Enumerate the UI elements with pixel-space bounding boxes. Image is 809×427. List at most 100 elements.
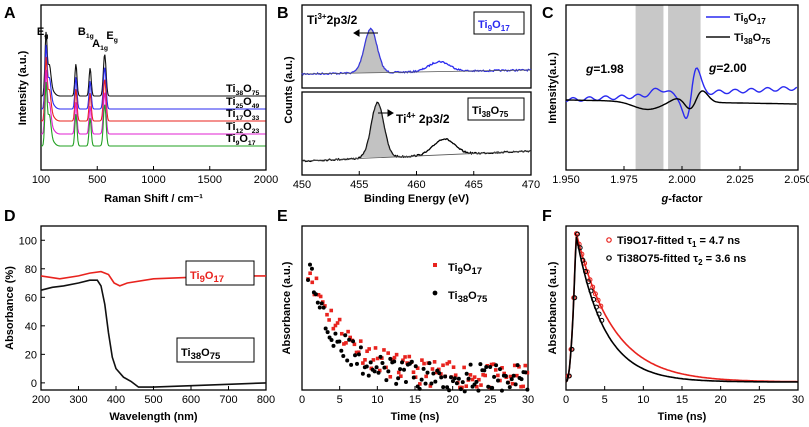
formula-element: O [205,270,214,282]
panel-b-top-legend: Ti9O17 [478,19,510,33]
panel-e-point-Ti38O75 [382,365,387,370]
panel-e-point-Ti9O17 [396,370,401,375]
annotation-part: 4+ [406,111,415,120]
panel-d-frame [40,225,267,391]
formula-subscript: 9 [488,24,493,33]
panel-e-point-Ti38O75 [421,366,426,371]
panel-e-point-Ti38O75 [482,368,487,373]
formula-subscript: 9 [744,17,749,26]
panel-b-x-tick-label: 460 [407,179,425,191]
panel-e-point-Ti9O17 [477,377,481,382]
panel-a-xlabel: Raman Shift / cm⁻¹ [104,193,203,205]
panel-e-point-Ti38O75 [443,374,448,379]
panel-e-point-Ti38O75 [306,277,311,282]
panel-f-point-Ti38O75 [588,288,594,294]
panel-e-point-Ti38O75 [478,362,483,367]
panel-e-point-Ti9O17 [377,368,382,373]
panel-b-bottom-annotation: Ti4+ 2p3/2 [396,111,450,126]
formula-subscript: 75 [210,351,221,362]
panel-e-point-Ti38O75 [349,362,354,367]
panel-e-point-Ti38O75 [486,384,491,389]
legend-part: 2 [698,258,703,267]
panel-e-point-Ti38O75 [400,360,405,365]
panel-e-point-Ti9O17 [447,360,452,364]
panel-e-point-Ti38O75 [497,367,502,372]
panel-e-point-Ti9O17 [356,350,361,355]
panel-c-x-tick-label: 1.975 [610,174,638,186]
panel-e-point-Ti9O17 [363,358,367,362]
panel-f-x-tick-label: 5 [602,394,608,406]
panel-f-point-Ti38O75 [566,373,572,379]
panel-e-point-Ti9O17 [373,346,378,350]
panel-b-bottom-peak-area [354,102,400,159]
panel-d-x-tick-label: 700 [219,394,237,406]
panel-e-point-Ti38O75 [445,385,450,390]
panel-e-point-Ti9O17 [401,358,405,363]
panel-e-point-Ti9O17 [493,368,498,372]
panel-e-point-Ti38O75 [488,365,493,370]
legend-part: τ [684,235,692,247]
formula-subscript: 75 [761,37,771,46]
formula-subscript: 1g [100,45,108,52]
panel-a-series-Ti12O23 [41,69,266,135]
panel-e-point-Ti38O75 [402,367,407,372]
formula-subscript: 17 [236,115,244,122]
panel-b-x-tick-label: 455 [350,179,368,191]
panel-e-point-Ti38O75 [515,363,520,368]
panel-e-x-tick-label: 15 [409,394,421,406]
panel-e-point-Ti9O17 [329,308,334,313]
panel-e-x-tick-label: 10 [371,394,383,406]
formula-element: Ti [734,32,744,44]
panel-f-xlabel: Time (ns) [658,411,707,423]
formula-element: Ti [181,347,191,359]
panel-f-point-Ti9O17 [592,291,598,297]
panel-e-point-Ti38O75 [439,375,444,380]
formula-element: O [492,19,501,31]
annotation-value: =1.98 [593,62,624,76]
formula-element: Ti [448,262,458,274]
panel-c-x-tick-label: 2.025 [726,174,754,186]
panel-e-point-Ti38O75 [380,360,385,365]
panel-e-point-Ti9O17 [468,373,473,377]
panel-e-point-Ti9O17 [361,361,365,365]
legend-part: 1 [692,240,697,249]
panel-e-point-Ti38O75 [321,305,326,310]
panel-e-point-Ti38O75 [519,377,524,382]
panel-e-point-Ti38O75 [325,330,330,335]
panel-a-series-label: Ti38O75 [226,83,259,97]
panel-d-legend1: Ti9O17 [190,270,224,285]
panel-f-point-Ti38O75 [585,279,591,285]
formula-element: O [243,83,252,95]
xlabel-g: g [661,193,669,205]
legend-part: Ti9O17-fitted [617,235,684,247]
formula-element: O [243,96,252,108]
formula-element: Ti [226,121,236,133]
panel-e-point-Ti38O75 [398,367,403,372]
formula-subscript: 25 [236,103,244,110]
panel-d-x-tick-label: 500 [144,394,162,406]
panel-e-point-Ti9O17 [453,373,458,378]
panel-e-point-Ti9O17 [418,382,422,386]
panel-d-xlabel: Wavelength (nm) [109,411,198,423]
formula-element: A [92,38,100,50]
panel-e-point-Ti9O17 [519,384,523,389]
panel-e-point-Ti38O75 [464,371,469,376]
panel-e-point-Ti38O75 [454,381,459,386]
panel-f-legend-marker [606,255,612,261]
panel-d-legend1-box [185,260,255,286]
panel-a-series-label: Ti25O49 [226,96,259,110]
formula-element: Ti [448,290,458,302]
panel-d-x-tick-label: 200 [32,394,50,406]
panel-e-point-Ti9O17 [375,356,380,361]
panel-e-point-Ti38O75 [437,371,442,376]
panel-e-point-Ti9O17 [335,321,340,325]
formula-subscript: 23 [252,128,260,135]
formula-subscript: 75 [499,110,509,119]
panel-e-point-Ti9O17 [314,276,319,281]
panel-b-xlabel: Binding Energy (eV) [364,193,469,205]
panel-e-point-Ti38O75 [503,373,508,378]
annotation-part: 2p3/2 [327,13,358,27]
panel-a-x-tick-label: 1500 [198,174,222,186]
panel-e-point-Ti9O17 [508,374,513,379]
